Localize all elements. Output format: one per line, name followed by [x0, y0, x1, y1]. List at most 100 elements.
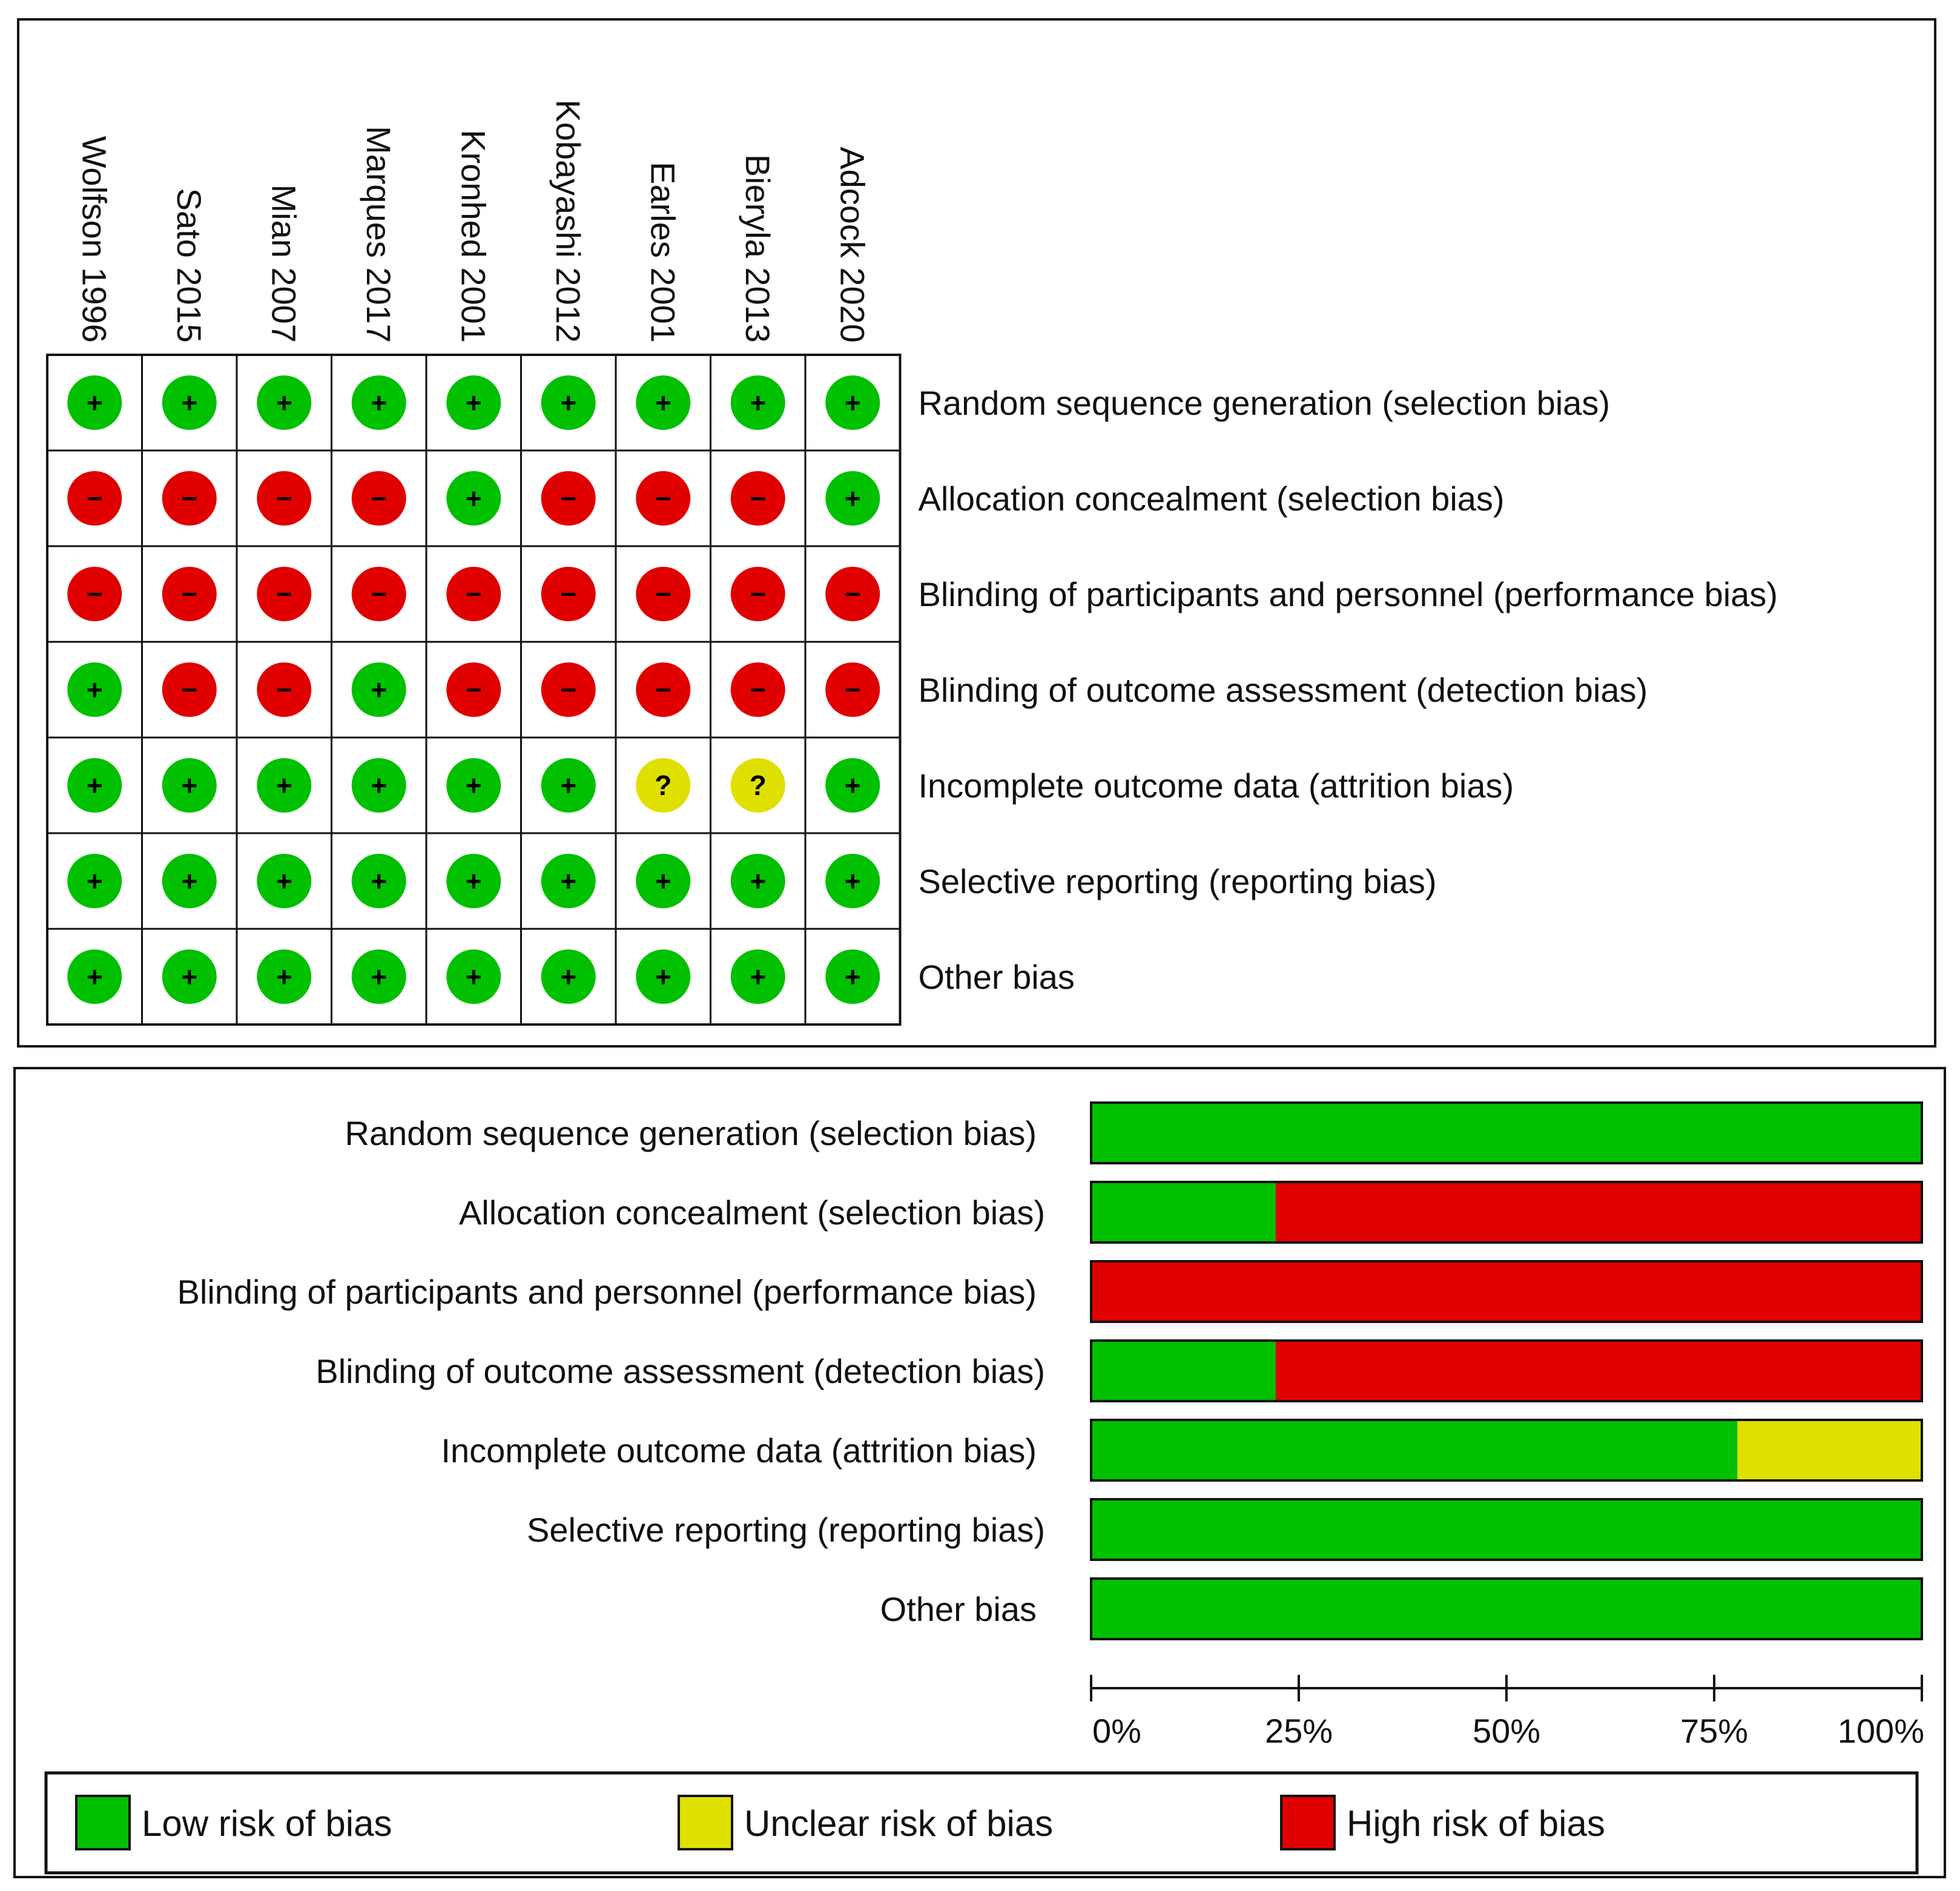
- study-label: Sato 2015: [170, 188, 208, 343]
- grid-border: [46, 354, 902, 1026]
- judgement-symbol: +: [560, 865, 576, 897]
- judgement-symbol: −: [466, 578, 482, 610]
- category-label: Allocation concealment (selection bias): [459, 1193, 1045, 1232]
- judgement-dot-high: [730, 567, 785, 621]
- judgement-dot-low: [825, 758, 880, 813]
- judgement-symbol: −: [845, 674, 861, 705]
- bar-outline: [1090, 1577, 1923, 1640]
- judgement-dot-low: [541, 758, 596, 813]
- bar-outline: [1090, 1181, 1923, 1244]
- judgement-dot-high: [541, 567, 596, 621]
- judgement-symbol: +: [466, 483, 482, 514]
- bar-segment-unclear: [1737, 1420, 1922, 1480]
- judgement-symbol: +: [750, 961, 766, 992]
- judgement-symbol: −: [750, 578, 766, 610]
- judgement-symbol: +: [655, 961, 671, 992]
- category-label: Selective reporting (reporting bias): [527, 1511, 1045, 1549]
- judgement-symbol: −: [371, 483, 387, 514]
- study-label: Mian 2007: [265, 184, 303, 343]
- judgement-dot-high: [541, 662, 596, 717]
- bar-segment-low: [1091, 1579, 1922, 1639]
- bar-outline: [1090, 1101, 1923, 1164]
- judgement-dot-high: [636, 471, 691, 526]
- judgement-symbol: +: [845, 770, 861, 801]
- judgement-dot-low: [67, 854, 122, 908]
- judgement-symbol: +: [371, 674, 387, 705]
- judgement-symbol: −: [371, 578, 387, 610]
- judgement-symbol: +: [560, 770, 576, 801]
- judgement-dot-high: [636, 567, 691, 621]
- judgement-symbol: +: [845, 387, 861, 418]
- category-label: Random sequence generation (selection bi…: [345, 1114, 1037, 1152]
- judgement-symbol: −: [560, 674, 576, 705]
- bar-segment-low: [1091, 1103, 1922, 1163]
- x-tick-label: 0%: [1092, 1712, 1141, 1750]
- judgement-dot-low: [162, 375, 217, 430]
- category-label: Other bias: [880, 1590, 1037, 1628]
- judgement-symbol: +: [181, 865, 197, 897]
- judgement-dot-high: [351, 567, 406, 621]
- study-label: Kobayashi 2012: [549, 99, 587, 343]
- judgement-dot-high: [162, 662, 217, 717]
- judgement-dot-low: [67, 758, 122, 813]
- judgement-symbol: −: [276, 483, 292, 514]
- domain-label: Allocation concealment (selection bias): [919, 480, 1505, 518]
- judgement-dot-high: [257, 471, 312, 526]
- judgement-symbol: −: [181, 483, 197, 514]
- bar-segment-high: [1091, 1261, 1922, 1322]
- judgement-dot-low: [67, 662, 122, 717]
- judgement-dot-low: [446, 949, 501, 1004]
- judgement-symbol: −: [750, 674, 766, 705]
- judgement-dot-high: [162, 471, 217, 526]
- legend-label: Unclear risk of bias: [744, 1803, 1053, 1844]
- judgement-symbol: ?: [750, 770, 767, 801]
- judgement-symbol: +: [750, 387, 766, 418]
- judgement-symbol: +: [655, 865, 671, 897]
- judgement-dot-low: [67, 375, 122, 430]
- judgement-symbol: +: [466, 770, 482, 801]
- judgement-dot-high: [257, 567, 312, 621]
- judgement-symbol: −: [181, 578, 197, 610]
- judgement-dot-low: [257, 949, 312, 1004]
- judgement-dot-high: [162, 567, 217, 621]
- judgement-symbol: −: [560, 578, 576, 610]
- category-label: Blinding of participants and personnel (…: [177, 1273, 1037, 1311]
- judgement-dot-low: [446, 758, 501, 813]
- bar-segment-low: [1091, 1499, 1922, 1560]
- judgement-symbol: −: [560, 483, 576, 514]
- legend-swatch-high: [1280, 1795, 1336, 1850]
- domain-label: Incomplete outcome data (attrition bias): [919, 767, 1514, 805]
- judgement-dot-low: [825, 949, 880, 1004]
- judgement-dot-low: [825, 854, 880, 908]
- domain-label: Selective reporting (reporting bias): [919, 862, 1437, 900]
- judgement-symbol: +: [276, 865, 292, 897]
- study-label: Kronhed 2001: [454, 130, 492, 343]
- judgement-dot-high: [730, 471, 785, 526]
- judgement-dot-high: [446, 662, 501, 717]
- judgement-symbol: +: [845, 961, 861, 992]
- judgement-dot-high: [351, 471, 406, 526]
- judgement-dot-low: [730, 375, 785, 430]
- x-tick-label: 50%: [1473, 1712, 1540, 1750]
- legend-label: Low risk of bias: [142, 1803, 392, 1844]
- judgement-dot-high: [446, 567, 501, 621]
- judgement-dot-unclear: [636, 758, 691, 813]
- judgement-dot-low: [825, 471, 880, 526]
- judgement-dot-low: [446, 854, 501, 908]
- risk-of-bias-summary-panel: Wolfson 1996 Sato 2015 Mian 2007 Marques 20…: [17, 18, 1936, 1048]
- bar-segment-low: [1091, 1341, 1276, 1401]
- judgement-symbol: +: [371, 865, 387, 897]
- judgement-symbol: +: [87, 770, 103, 801]
- risk-of-bias-graph: Random sequence generation (selection bi…: [44, 1101, 1924, 1875]
- judgement-symbol: +: [87, 961, 103, 992]
- bar-outline: [1090, 1339, 1923, 1402]
- judgement-symbol: +: [655, 387, 671, 418]
- risk-of-bias-summary: Wolfson 1996 Sato 2015 Mian 2007 Marques 20…: [46, 99, 1778, 1026]
- judgement-symbol: −: [655, 578, 671, 610]
- judgement-symbol: +: [560, 961, 576, 992]
- category-label: Incomplete outcome data (attrition bias): [441, 1431, 1037, 1470]
- judgement-symbol: +: [276, 961, 292, 992]
- judgement-symbol: −: [655, 674, 671, 705]
- judgement-symbol: +: [181, 770, 197, 801]
- judgement-symbol: +: [845, 865, 861, 897]
